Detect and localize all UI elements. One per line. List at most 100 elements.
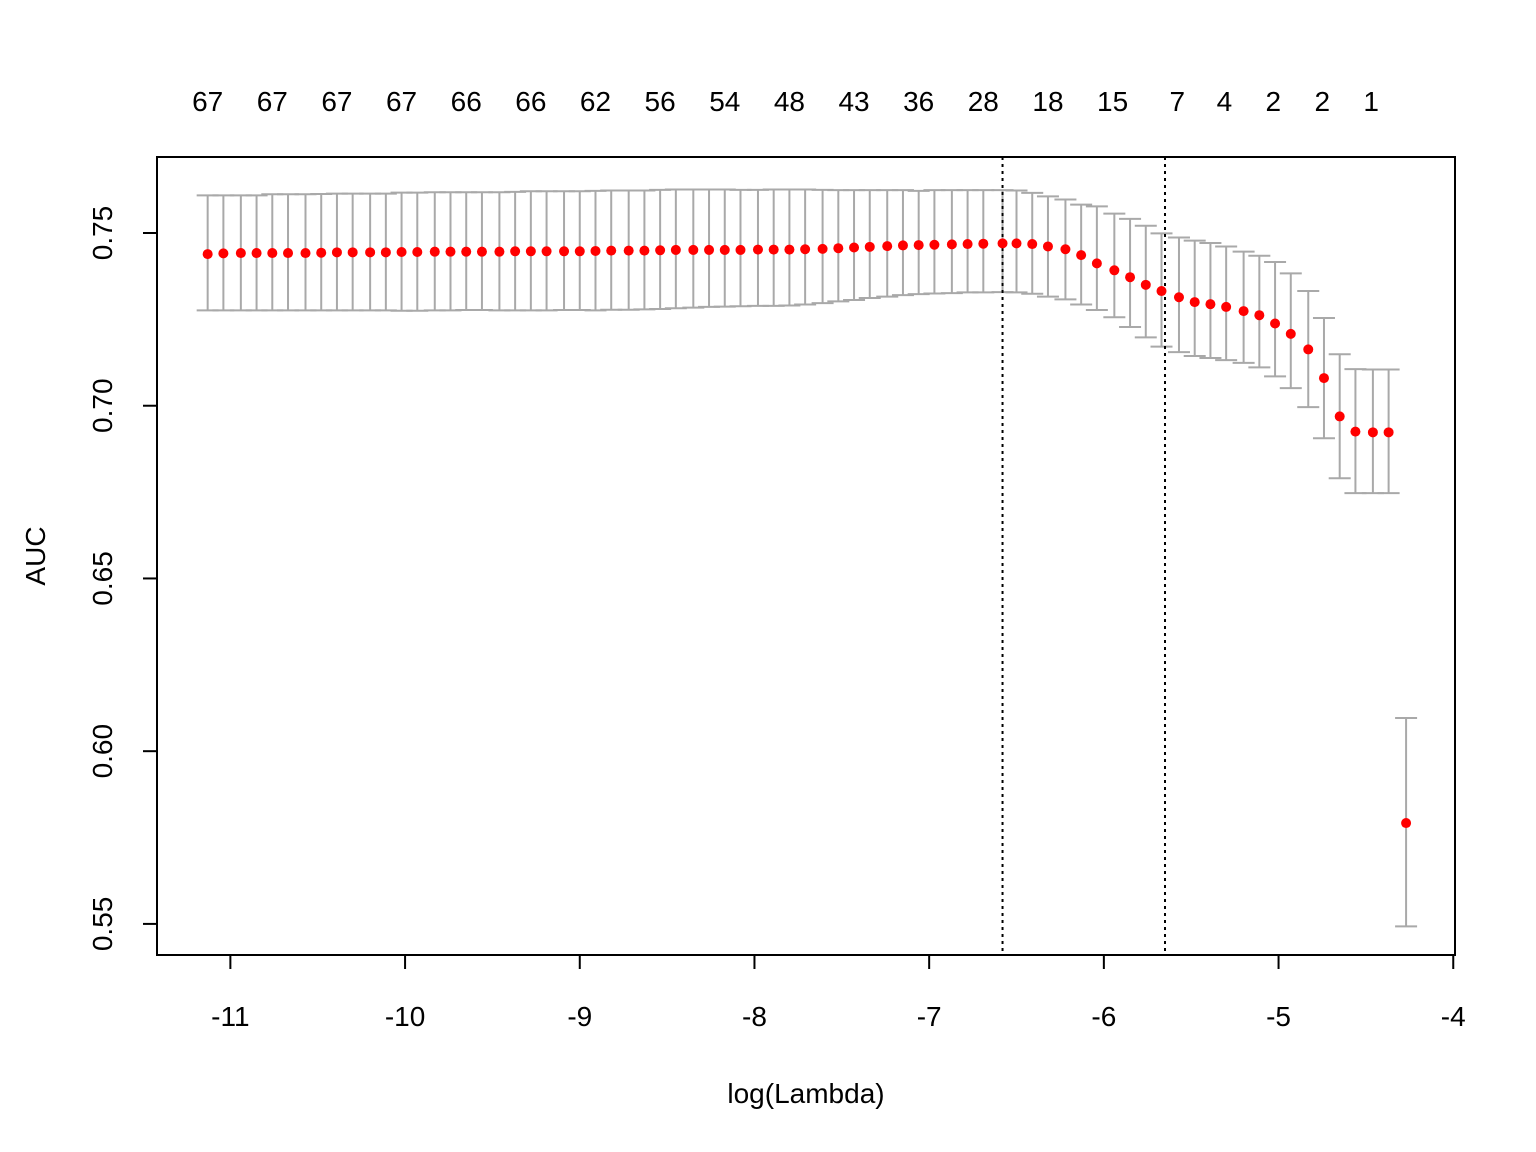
data-point	[347, 247, 358, 258]
data-point	[559, 246, 570, 257]
data-point	[461, 246, 472, 257]
top-axis-label: 67	[386, 86, 417, 117]
data-point	[1238, 306, 1249, 317]
data-point	[1285, 328, 1296, 339]
data-point	[1350, 426, 1361, 437]
y-tick-label: 0.70	[87, 378, 118, 433]
y-axis: 0.55 0.60 0.65 0.70 0.75	[87, 206, 158, 952]
top-axis-label: 7	[1169, 86, 1185, 117]
data-point	[445, 246, 456, 257]
data-point	[1189, 297, 1200, 308]
data-point	[202, 249, 213, 260]
x-tick-label: -11	[211, 1001, 249, 1032]
top-axis-label: 66	[451, 86, 482, 117]
data-point	[704, 244, 715, 255]
top-axis-label: 67	[321, 86, 352, 117]
data-point	[864, 241, 875, 252]
data-point	[1125, 272, 1136, 283]
data-point	[623, 245, 634, 256]
x-axis-title: log(Lambda)	[727, 1078, 884, 1109]
y-axis-title: AUC	[20, 526, 51, 585]
top-axis-label: 54	[709, 86, 740, 117]
data-point	[784, 244, 795, 255]
data-point	[1270, 318, 1281, 329]
data-point	[1076, 250, 1087, 261]
data-point	[251, 248, 262, 259]
data-point	[768, 244, 779, 255]
data-point	[476, 246, 487, 257]
data-point	[735, 244, 746, 255]
data-point	[849, 242, 860, 253]
data-point	[1011, 238, 1022, 249]
top-axis-label: 66	[515, 86, 546, 117]
data-point	[913, 240, 924, 251]
top-axis-label: 2	[1266, 86, 1282, 117]
data-point	[1109, 265, 1120, 276]
data-point	[1060, 244, 1071, 255]
data-point	[283, 248, 294, 259]
top-axis-label: 67	[192, 86, 223, 117]
data-point	[946, 239, 957, 250]
data-point	[510, 246, 521, 257]
data-point	[719, 244, 730, 255]
data-point	[978, 238, 989, 249]
y-tick-label: 0.55	[87, 897, 118, 952]
data-point	[655, 245, 666, 256]
x-tick-label: -6	[1091, 1001, 1116, 1032]
data-point	[833, 243, 844, 254]
data-point	[639, 245, 650, 256]
data-points	[202, 238, 1412, 829]
data-point	[670, 244, 681, 255]
top-axis-label: 4	[1217, 86, 1233, 117]
data-point	[1367, 427, 1378, 438]
data-point	[1027, 239, 1038, 250]
data-point	[380, 247, 391, 258]
data-point	[1383, 427, 1394, 438]
data-point	[752, 244, 763, 255]
data-point	[962, 239, 973, 250]
data-point	[235, 248, 246, 259]
top-axis-labels: 67 67 67 67 66 66 62 56 54 48 43 36 28 18 15 7 4 2 2 1	[192, 86, 1379, 117]
top-axis-label: 62	[580, 86, 611, 117]
data-point	[396, 247, 407, 257]
data-point	[590, 245, 601, 256]
data-point	[412, 247, 423, 257]
y-tick-label: 0.65	[87, 551, 118, 606]
data-point	[267, 248, 278, 259]
x-tick-label: -7	[917, 1001, 942, 1032]
data-point	[429, 246, 440, 257]
top-axis-label: 48	[774, 86, 805, 117]
top-axis-label: 18	[1032, 86, 1063, 117]
data-point	[1173, 292, 1184, 303]
x-tick-label: -5	[1266, 1001, 1291, 1032]
data-point	[1221, 301, 1232, 312]
top-axis-label: 43	[838, 86, 869, 117]
top-axis-label: 1	[1363, 86, 1379, 117]
x-tick-label: -4	[1441, 1001, 1466, 1032]
data-point	[1042, 241, 1053, 252]
data-point	[882, 241, 893, 252]
data-point	[541, 246, 552, 257]
top-axis-label: 15	[1097, 86, 1128, 117]
data-point	[606, 245, 617, 256]
top-axis-label: 2	[1314, 86, 1330, 117]
data-point	[365, 247, 376, 258]
data-point	[817, 243, 828, 254]
data-point	[997, 238, 1008, 249]
data-point	[316, 247, 327, 258]
data-point	[1334, 411, 1345, 422]
data-point	[1303, 344, 1314, 355]
x-axis: -11 -10 -9 -8 -7 -6 -5 -4	[211, 954, 1466, 1032]
top-axis-label: 36	[903, 86, 934, 117]
x-tick-label: -9	[567, 1001, 592, 1032]
data-point	[300, 248, 311, 259]
data-point	[494, 246, 505, 257]
data-point	[525, 246, 536, 257]
x-tick-label: -8	[742, 1001, 767, 1032]
top-axis-label: 28	[968, 86, 999, 117]
data-point	[218, 248, 229, 259]
y-tick-label: 0.75	[87, 206, 118, 261]
data-point	[1140, 279, 1151, 290]
